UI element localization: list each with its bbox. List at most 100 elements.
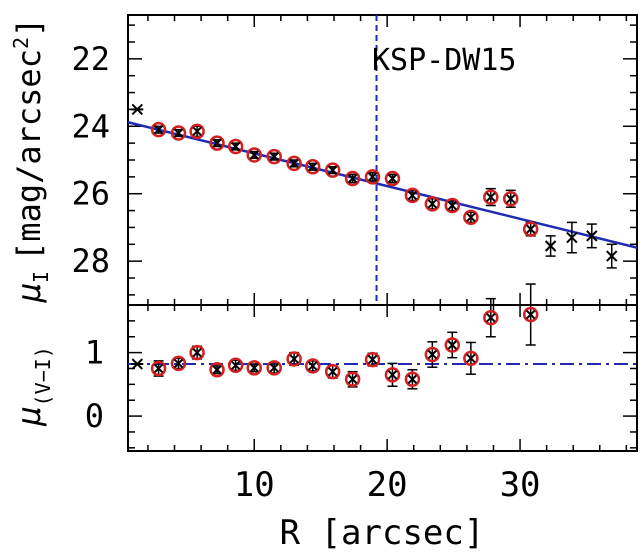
top-fitted-ring	[522, 221, 539, 237]
top-fitted-marker-b	[466, 212, 476, 223]
bottom-fitted-ring	[463, 350, 479, 367]
top-fitted-ring	[364, 169, 381, 185]
top-y-label-unit: [mag/arcsec	[10, 49, 48, 261]
top-fitted-marker-b	[387, 173, 398, 184]
top-excluded-marker-b	[586, 230, 598, 242]
bottom-fitted-ring	[404, 371, 421, 388]
top-fitted-marker-b	[249, 150, 259, 160]
top-panel-points	[131, 103, 618, 269]
top-y-label-mu: μ	[10, 283, 48, 303]
bottom-fitted-ring	[209, 361, 225, 378]
top-fitted-marker-b	[192, 126, 202, 137]
top-fitted-ring	[404, 187, 421, 204]
x-tick-label: 20	[367, 465, 408, 505]
bottom-fitted-ring	[364, 351, 381, 368]
bottom-fitted-marker-b	[327, 366, 338, 377]
top-fitted-marker-b	[173, 128, 184, 138]
bottom-fitted-marker-b	[447, 340, 457, 350]
top-fitted-marker-b	[407, 190, 418, 201]
bottom-fitted-ring	[424, 346, 441, 363]
top-y-label-sub: I	[29, 271, 53, 283]
bottom-fitted-ring	[227, 357, 244, 374]
bottom-fitted-marker-b	[427, 349, 438, 360]
top-fitted-marker-b	[212, 138, 222, 148]
bottom-fitted-ring	[344, 371, 361, 388]
y-tick-label-top: 24	[71, 107, 110, 145]
bottom-panel-ticks: 10 20 30 0 1	[85, 304, 637, 505]
bottom-fitted-marker-b	[486, 312, 496, 323]
top-fitted-ring	[483, 189, 499, 205]
bottom-fitted-ring	[150, 360, 167, 377]
top-fitted-ring	[246, 147, 263, 163]
bottom-fitted-marker-b	[269, 363, 279, 373]
top-fitted-ring	[502, 191, 519, 207]
y-tick-label-top: 22	[71, 40, 110, 78]
top-fitted-ring	[286, 155, 302, 172]
y-tick-label-bottom: 0	[85, 397, 104, 435]
top-fitted-ring	[209, 135, 225, 151]
x-tick-label: 10	[234, 465, 275, 505]
bottom-fitted-ring	[522, 306, 539, 323]
bottom-fitted-marker-b	[387, 370, 398, 380]
y-tick-label-top: 26	[71, 175, 110, 213]
top-fitted-ring	[463, 209, 479, 226]
bottom-fitted-ring	[304, 358, 321, 374]
top-fitted-marker-b	[525, 224, 536, 234]
top-fitted-marker-b	[506, 194, 516, 204]
bottom-fitted-ring	[384, 367, 401, 383]
top-fitted-ring	[384, 170, 401, 187]
bottom-fitted-marker-b	[289, 354, 299, 364]
fit-line	[127, 121, 638, 249]
top-y-axis-label: μI [mag/arcsec2]	[9, 18, 53, 304]
bottom-fitted-marker-b	[347, 374, 358, 384]
top-fitted-marker-b	[427, 199, 438, 209]
top-fitted-marker-b	[308, 162, 318, 172]
bottom-fitted-ring	[246, 360, 263, 376]
top-fitted-ring	[304, 158, 321, 175]
top-fitted-ring	[424, 196, 441, 212]
top-fitted-ring	[344, 170, 361, 187]
bottom-panel-frame	[127, 304, 638, 452]
top-fitted-ring	[170, 125, 187, 141]
bottom-fitted-ring	[324, 363, 341, 380]
top-fitted-marker-b	[447, 200, 457, 211]
top-fitted-ring	[444, 197, 461, 214]
bottom-fitted-ring	[483, 309, 499, 326]
top-fitted-ring	[189, 123, 205, 140]
top-fitted-marker-b	[347, 173, 358, 184]
top-fitted-marker-b	[230, 141, 241, 152]
bottom-fitted-ring	[444, 337, 461, 353]
bottom-panel-points	[131, 283, 539, 390]
top-y-label-sup: 2	[9, 37, 33, 49]
y-tick-label-top: 28	[71, 242, 110, 280]
bottom-fitted-marker-b	[153, 363, 164, 374]
top-excluded-marker-b	[566, 231, 578, 244]
bottom-fitted-marker-b	[525, 309, 536, 320]
bottom-fitted-ring	[266, 360, 282, 376]
top-fitted-marker-b	[367, 172, 378, 182]
bottom-y-label-sub: (V−I)	[31, 346, 55, 406]
bottom-fitted-marker-b	[173, 358, 184, 369]
bottom-fitted-ring	[286, 351, 302, 367]
top-panel-ticks: 22 24 26 28	[71, 15, 637, 305]
bottom-fitted-marker-b	[466, 353, 476, 364]
x-axis-label: R [arcsec]	[280, 513, 485, 553]
y-tick-label-bottom: 1	[85, 334, 104, 372]
x-tick-label: 30	[500, 465, 541, 505]
bottom-fitted-ring	[189, 344, 205, 361]
top-fitted-ring	[227, 138, 244, 155]
top-fitted-ring	[324, 162, 341, 178]
top-fitted-marker-b	[289, 158, 299, 169]
top-fitted-marker-b	[486, 192, 496, 202]
bottom-fitted-marker-b	[192, 347, 202, 358]
top-y-label-close: ]	[10, 18, 48, 37]
top-excluded-marker-b	[544, 240, 557, 252]
bottom-fitted-marker-b	[367, 354, 378, 365]
top-fitted-marker-b	[269, 151, 279, 162]
top-fitted-ring	[150, 121, 167, 138]
galaxy-annotation: KSP-DW15	[372, 43, 517, 78]
bottom-y-axis-label: μ(V−I)	[10, 346, 55, 426]
bottom-fitted-marker-b	[212, 365, 222, 375]
top-excluded-marker-b	[606, 250, 618, 262]
